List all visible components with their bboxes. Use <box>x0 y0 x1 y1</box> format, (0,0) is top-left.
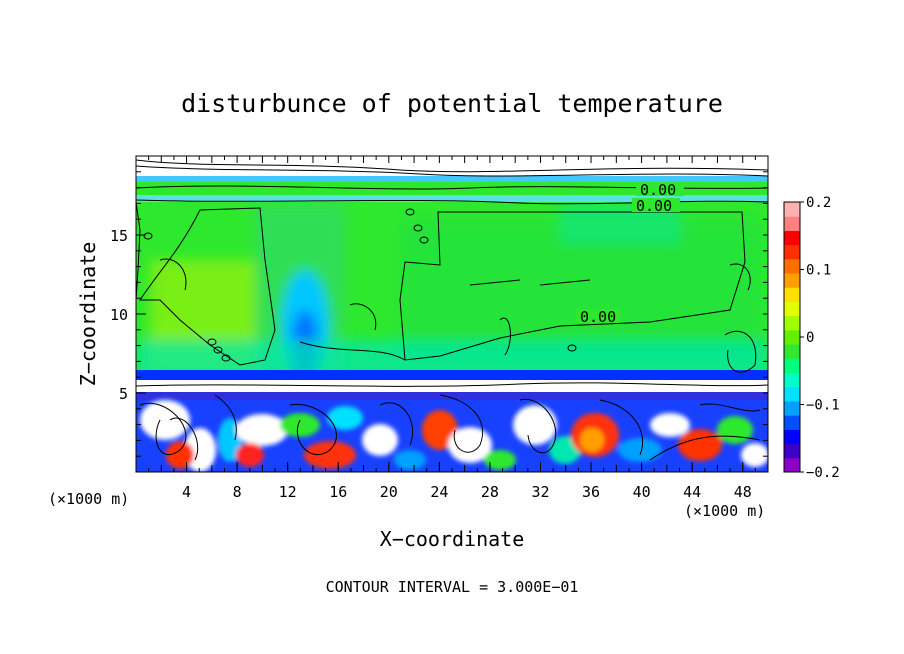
x-axis-label: X−coordinate <box>380 527 525 551</box>
colorbar-segment <box>784 415 800 430</box>
colorbar-segment <box>784 386 800 402</box>
colorbar-segment <box>784 230 800 246</box>
y-tick-label: 15 <box>110 227 128 245</box>
contour-interval-note: CONTOUR INTERVAL = 3.000E−01 <box>326 578 579 596</box>
contour-markers <box>143 208 577 362</box>
x-tick-label: 16 <box>329 483 347 501</box>
colorbar-segment <box>784 358 800 374</box>
x-tick-label: 48 <box>734 483 752 501</box>
colorbar-label: −0.2 <box>806 465 840 481</box>
colorbar-segment <box>784 301 800 317</box>
colorbar-label: 0 <box>806 330 814 346</box>
colorbar-segment <box>784 429 800 445</box>
x-tick-label: 12 <box>279 483 297 501</box>
colorbar-label: 0.2 <box>806 195 831 211</box>
y-tick-label: 10 <box>110 306 128 324</box>
colorbar-segment <box>784 273 800 288</box>
contour-label: 0.00 <box>640 181 676 199</box>
y-axis: 5 10 15 <box>110 155 768 473</box>
x-axis: 4 8 12 16 20 24 28 32 36 40 44 48 <box>135 156 769 501</box>
heatmap-field <box>136 205 768 380</box>
colorbar-segment <box>784 329 800 345</box>
x-tick-label: 8 <box>233 483 242 501</box>
x-tick-label: 24 <box>430 483 448 501</box>
y-axis-label: Z−coordinate <box>76 242 100 387</box>
colorbar-segment <box>784 216 800 231</box>
colorbar-segment <box>784 258 800 274</box>
colorbar-label: −0.1 <box>806 398 840 414</box>
plot-area: 0.00 0.00 0.00 <box>136 156 768 472</box>
colorbar-segment <box>784 457 800 473</box>
chart-title: disturbunce of potential temperature <box>181 89 723 118</box>
x-tick-label: 36 <box>582 483 600 501</box>
contour-lines <box>136 159 768 461</box>
x-tick-label: 44 <box>683 483 701 501</box>
colorbar-segment <box>784 315 800 331</box>
y-unit-label: (×1000 m) <box>684 502 765 520</box>
turbulent-layer <box>140 400 768 472</box>
colorbar-segment <box>784 202 800 217</box>
colorbar <box>783 201 801 473</box>
contour-label: 0.00 <box>636 197 672 215</box>
x-tick-label: 4 <box>182 483 191 501</box>
colorbar-segment <box>784 372 800 388</box>
x-tick-label: 40 <box>633 483 651 501</box>
colorbar-labels: 0.2 0.1 0 −0.1 −0.2 <box>800 195 840 481</box>
x-tick-label: 32 <box>531 483 549 501</box>
colorbar-segment <box>784 344 800 359</box>
contour-label: 0.00 <box>580 308 616 326</box>
x-tick-label: 20 <box>380 483 398 501</box>
x-tick-label: 28 <box>481 483 499 501</box>
colorbar-segment <box>784 443 800 459</box>
colorbar-segment <box>784 400 800 416</box>
y-tick-label: 5 <box>119 385 128 403</box>
colorbar-segment <box>784 287 800 302</box>
colorbar-segment <box>784 244 800 260</box>
x-unit-label: (×1000 m) <box>48 490 129 508</box>
colorbar-label: 0.1 <box>806 263 831 279</box>
